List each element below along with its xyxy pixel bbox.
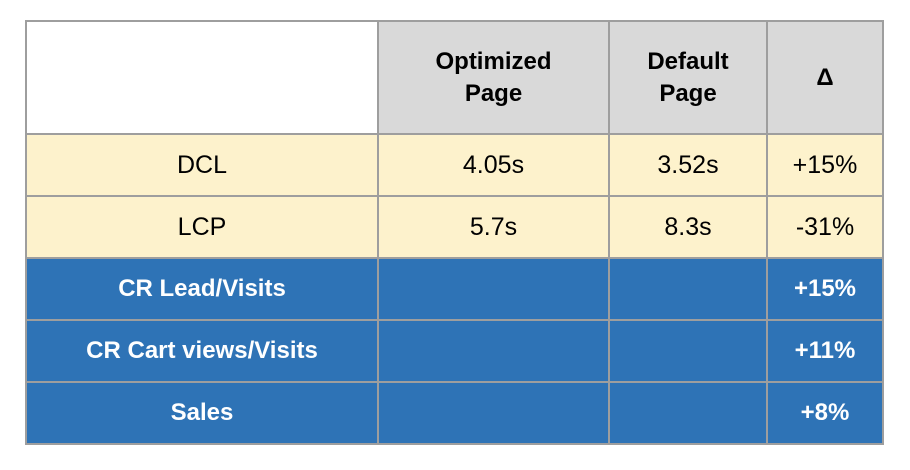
metric-label-sales: Sales <box>25 381 379 445</box>
header-row: Optimized Page Default Page Δ <box>25 20 884 135</box>
metric-label-cr-lead-visits: CR Lead/Visits <box>25 257 379 321</box>
table-row-cr-cart-views-visits: CR Cart views/Visits +11% <box>25 319 884 383</box>
cell-sales-default <box>608 381 768 445</box>
cell-dcl-optimized: 4.05s <box>377 133 610 197</box>
cell-cr-lead-default <box>608 257 768 321</box>
table-row-cr-lead-visits: CR Lead/Visits +15% <box>25 257 884 321</box>
cell-dcl-delta: +15% <box>766 133 884 197</box>
cell-sales-optimized <box>377 381 610 445</box>
col-header-delta: Δ <box>766 20 884 135</box>
cell-lcp-default: 8.3s <box>608 195 768 259</box>
cell-cr-cart-default <box>608 319 768 383</box>
table-row-sales: Sales +8% <box>25 381 884 445</box>
cell-sales-delta: +8% <box>766 381 884 445</box>
table-row-lcp: LCP 5.7s 8.3s -31% <box>25 195 884 259</box>
cell-lcp-delta: -31% <box>766 195 884 259</box>
corner-cell <box>25 20 379 135</box>
metric-label-dcl: DCL <box>25 133 379 197</box>
metric-label-lcp: LCP <box>25 195 379 259</box>
cell-cr-cart-delta: +11% <box>766 319 884 383</box>
cell-lcp-optimized: 5.7s <box>377 195 610 259</box>
cell-cr-cart-optimized <box>377 319 610 383</box>
comparison-table: Optimized Page Default Page Δ DCL 4.05s … <box>25 20 884 445</box>
table-row-dcl: DCL 4.05s 3.52s +15% <box>25 133 884 197</box>
cell-cr-lead-optimized <box>377 257 610 321</box>
col-header-default-page: Default Page <box>608 20 768 135</box>
col-header-optimized-page: Optimized Page <box>377 20 610 135</box>
cell-dcl-default: 3.52s <box>608 133 768 197</box>
metric-label-cr-cart-views-visits: CR Cart views/Visits <box>25 319 379 383</box>
cell-cr-lead-delta: +15% <box>766 257 884 321</box>
